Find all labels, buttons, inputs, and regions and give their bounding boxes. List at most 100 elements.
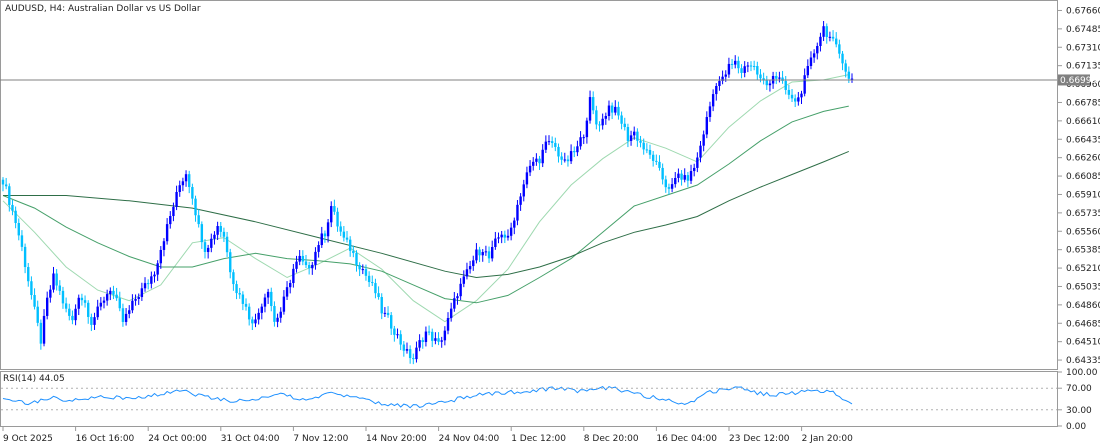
price-tick-label: 0.65910 bbox=[1066, 190, 1100, 200]
candle-body bbox=[730, 63, 734, 65]
time-tick-label: 8 Dec 20:00 bbox=[584, 434, 639, 444]
price-tick-label: 0.64860 bbox=[1066, 301, 1100, 311]
candle-body bbox=[841, 53, 844, 64]
price-tick-label: 0.66435 bbox=[1066, 135, 1100, 145]
candle-body bbox=[478, 249, 481, 256]
candle-body bbox=[784, 80, 787, 90]
candle-body bbox=[674, 177, 677, 185]
candle-body bbox=[194, 198, 197, 216]
candle-body bbox=[355, 253, 358, 265]
candle-body bbox=[153, 274, 156, 277]
candle-body bbox=[225, 236, 229, 253]
rsi-tick-label: 30.00 bbox=[1066, 406, 1092, 416]
candle-body bbox=[708, 106, 712, 118]
candle-body bbox=[715, 85, 718, 95]
candle-body bbox=[718, 80, 721, 86]
candle-body bbox=[238, 293, 241, 295]
candle-body bbox=[121, 308, 125, 322]
candle-body bbox=[383, 312, 387, 314]
candle-body bbox=[604, 116, 608, 119]
candle-body bbox=[702, 134, 705, 146]
candle-body bbox=[513, 220, 516, 228]
candle-body bbox=[418, 340, 421, 348]
candle-body bbox=[434, 338, 437, 341]
candle-body bbox=[311, 264, 314, 269]
time-tick-label: 1 Dec 12:00 bbox=[511, 434, 566, 444]
price-tick-label: 0.65210 bbox=[1066, 264, 1100, 274]
candle-body bbox=[244, 303, 248, 307]
candle-body bbox=[749, 65, 753, 67]
price-tick-label: 0.64685 bbox=[1066, 319, 1100, 329]
candle-body bbox=[263, 297, 267, 307]
candle-body bbox=[519, 196, 522, 205]
candle-body bbox=[203, 242, 207, 252]
candle-body bbox=[276, 317, 279, 322]
candle-body bbox=[453, 298, 456, 309]
candle-body bbox=[33, 295, 36, 307]
candle-body bbox=[850, 78, 854, 80]
candle-body bbox=[664, 179, 667, 188]
candle-body bbox=[30, 281, 33, 296]
candle-body bbox=[298, 255, 301, 262]
candle-body bbox=[140, 288, 144, 298]
candle-body bbox=[847, 71, 851, 79]
time-tick-label: 23 Dec 12:00 bbox=[729, 434, 790, 444]
candle-body bbox=[320, 233, 323, 246]
candle-body bbox=[165, 224, 169, 242]
candle-body bbox=[437, 338, 440, 342]
candle-body bbox=[446, 318, 450, 331]
candle-body bbox=[80, 297, 84, 301]
candle-body bbox=[83, 300, 87, 303]
candle-body bbox=[112, 290, 115, 295]
moving-averages bbox=[2, 74, 849, 323]
candle-body bbox=[557, 146, 560, 157]
candle-body bbox=[415, 347, 418, 360]
candle-body bbox=[71, 315, 74, 321]
candle-body bbox=[623, 123, 626, 128]
candle-body bbox=[809, 57, 813, 67]
price-tick-label: 0.66610 bbox=[1066, 117, 1100, 127]
candle-body bbox=[563, 159, 566, 161]
rsi-title: RSI(14) 44.05 bbox=[3, 374, 65, 384]
candle-body bbox=[333, 206, 336, 212]
candle-body bbox=[68, 308, 71, 316]
candle-body bbox=[396, 334, 399, 336]
candle-body bbox=[216, 226, 219, 235]
candle-body bbox=[348, 239, 352, 251]
candle-body bbox=[251, 319, 254, 324]
candle-body bbox=[361, 269, 364, 271]
ma-mid-line bbox=[2, 105, 849, 304]
candle-body bbox=[386, 312, 390, 316]
candle-body bbox=[554, 142, 557, 147]
candle-body bbox=[626, 127, 630, 141]
candle-body bbox=[831, 36, 835, 39]
price-tick-label: 0.67485 bbox=[1066, 25, 1100, 35]
price-tick-label: 0.65035 bbox=[1066, 282, 1100, 292]
candle-body bbox=[102, 300, 106, 303]
ma-slow-line bbox=[3, 150, 849, 279]
candle-body bbox=[178, 185, 181, 192]
candle-body bbox=[367, 275, 371, 283]
price-tick-label: 0.65560 bbox=[1066, 227, 1100, 237]
candle-body bbox=[219, 226, 222, 232]
rsi-tick-label: 0.00 bbox=[1066, 422, 1086, 432]
candle-body bbox=[828, 36, 832, 38]
time-tick-label: 16 Dec 04:00 bbox=[656, 434, 717, 444]
candle-body bbox=[443, 330, 447, 341]
candle-body bbox=[188, 174, 191, 188]
rsi-line bbox=[2, 386, 853, 409]
candle-body bbox=[427, 331, 431, 333]
candle-body bbox=[506, 235, 510, 238]
candle-body bbox=[550, 141, 554, 143]
candle-body bbox=[131, 300, 134, 311]
candle-body bbox=[206, 247, 210, 252]
candle-body bbox=[292, 268, 295, 284]
price-tick-label: 0.65385 bbox=[1066, 246, 1100, 256]
candle-body bbox=[77, 297, 80, 309]
chart-title: AUDUSD, H4: Australian Dollar vs US Doll… bbox=[5, 4, 201, 14]
price-tick-label: 0.64510 bbox=[1066, 338, 1100, 348]
candle-body bbox=[560, 156, 563, 160]
candle-body bbox=[633, 131, 636, 136]
candle-body bbox=[330, 206, 333, 223]
